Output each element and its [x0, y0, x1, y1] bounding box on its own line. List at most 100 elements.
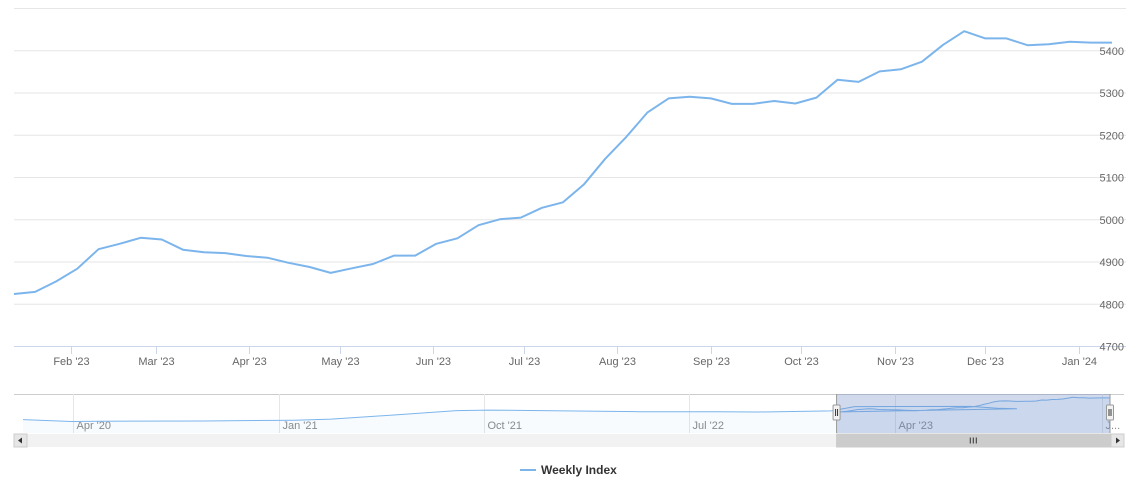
- handle-box[interactable]: [832, 404, 841, 421]
- data-point: [413, 253, 418, 258]
- data-point: [666, 96, 671, 101]
- x-tick-label: Jan '24: [1062, 356, 1097, 368]
- data-point: [898, 67, 903, 72]
- data-point: [793, 101, 798, 106]
- data-point: [244, 254, 249, 259]
- navigator[interactable]: Apr '20 Jan '21 Oct '21 Jul '22 Apr '23 J...: [14, 394, 1124, 433]
- data-point: [307, 265, 312, 270]
- data-point: [645, 110, 650, 115]
- y-tick-label: 5100: [1100, 173, 1124, 185]
- data-point: [624, 134, 629, 139]
- y-tick-label: 5400: [1100, 46, 1124, 58]
- data-point: [1110, 40, 1115, 45]
- data-point: [687, 94, 692, 99]
- data-point: [1004, 36, 1009, 41]
- data-point: [962, 29, 967, 34]
- x-tick-label: Feb '23: [53, 356, 89, 368]
- data-point: [12, 292, 17, 297]
- x-tick-label: Jul '23: [509, 356, 540, 368]
- scrollbar[interactable]: [13, 433, 1125, 448]
- data-point: [434, 241, 439, 246]
- data-point: [180, 247, 185, 252]
- data-point: [1088, 40, 1093, 45]
- x-axis: Feb '23 Mar '23 Apr '23 May '23 Jun '23 Jul '…: [14, 346, 1126, 368]
- data-point: [772, 99, 777, 104]
- data-point: [455, 236, 460, 241]
- x-tick-label: Apr '23: [232, 356, 267, 368]
- data-point: [561, 200, 566, 205]
- data-point: [1025, 43, 1030, 48]
- y-axis: 4700 4800 4900 5000 5100 5200 5300 5400: [1100, 46, 1124, 354]
- data-point: [202, 250, 207, 255]
- data-point: [371, 262, 376, 267]
- x-tick-label: Sep '23: [693, 356, 730, 368]
- data-point: [983, 36, 988, 41]
- x-tick-label: Oct '23: [784, 356, 819, 368]
- data-point: [476, 223, 481, 228]
- y-tick-label: 4900: [1100, 257, 1124, 269]
- data-point: [54, 279, 59, 284]
- data-point: [518, 215, 523, 220]
- data-point: [117, 241, 122, 246]
- navigator-background: [14, 394, 1110, 433]
- y-tick-label: 4700: [1100, 342, 1124, 354]
- data-point: [159, 237, 164, 242]
- data-point: [729, 101, 734, 106]
- data-point: [1067, 39, 1072, 44]
- data-point: [603, 156, 608, 161]
- data-point: [856, 79, 861, 84]
- data-point: [328, 270, 333, 275]
- scroll-right-arrow-icon: [1116, 437, 1120, 444]
- data-point: [349, 266, 354, 271]
- data-point: [539, 205, 544, 210]
- data-point: [392, 253, 397, 258]
- data-point: [33, 289, 38, 294]
- y-tick-label: 5300: [1100, 88, 1124, 100]
- series-layer: [12, 29, 1115, 297]
- data-point: [941, 42, 946, 47]
- y-tick-label: 5200: [1100, 130, 1124, 142]
- data-point: [920, 59, 925, 64]
- navigator-left-handle[interactable]: [832, 404, 841, 421]
- series-line-weekly-index: [13, 30, 1112, 295]
- grid-lines: [14, 8, 1126, 347]
- data-point: [1046, 42, 1051, 47]
- x-tick-label: Nov '23: [877, 356, 914, 368]
- x-tick-label: Mar '23: [138, 356, 174, 368]
- navigator-x-label: Apr '20: [77, 420, 112, 432]
- scroll-left-arrow-icon: [18, 437, 22, 444]
- navigator-x-label: Jul '22: [693, 420, 724, 432]
- x-tick-label: May '23: [321, 356, 359, 368]
- navigator-right-handle[interactable]: [1106, 404, 1114, 421]
- data-point: [814, 95, 819, 100]
- navigator-x-label: Oct '21: [488, 420, 523, 432]
- data-point: [75, 266, 80, 271]
- handle-box[interactable]: [1106, 404, 1114, 421]
- navigator-x-label: J...: [1106, 420, 1121, 432]
- x-tick-label: Dec '23: [967, 356, 1004, 368]
- data-point: [138, 235, 143, 240]
- y-tick-label: 5000: [1100, 215, 1124, 227]
- legend-item-weekly-index[interactable]: Weekly Index: [541, 463, 617, 477]
- data-point: [708, 96, 713, 101]
- navigator-x-label: Jan '21: [283, 420, 318, 432]
- data-point: [835, 77, 840, 82]
- navigator-selection[interactable]: [836, 394, 1110, 433]
- x-tick-label: Aug '23: [599, 356, 636, 368]
- data-point: [497, 217, 502, 222]
- data-point: [223, 251, 228, 256]
- data-point: [751, 101, 756, 106]
- data-point: [877, 69, 882, 74]
- x-tick-label: Jun '23: [416, 356, 451, 368]
- y-tick-label: 4800: [1100, 299, 1124, 311]
- data-point: [286, 260, 291, 265]
- navigator-series-line: [22, 396, 1110, 423]
- data-point: [96, 247, 101, 252]
- navigator-series-area: [23, 397, 1110, 433]
- legend[interactable]: Weekly Index: [520, 463, 617, 477]
- data-point: [582, 182, 587, 187]
- data-point: [265, 255, 270, 260]
- navigator-x-label: Apr '23: [899, 420, 934, 432]
